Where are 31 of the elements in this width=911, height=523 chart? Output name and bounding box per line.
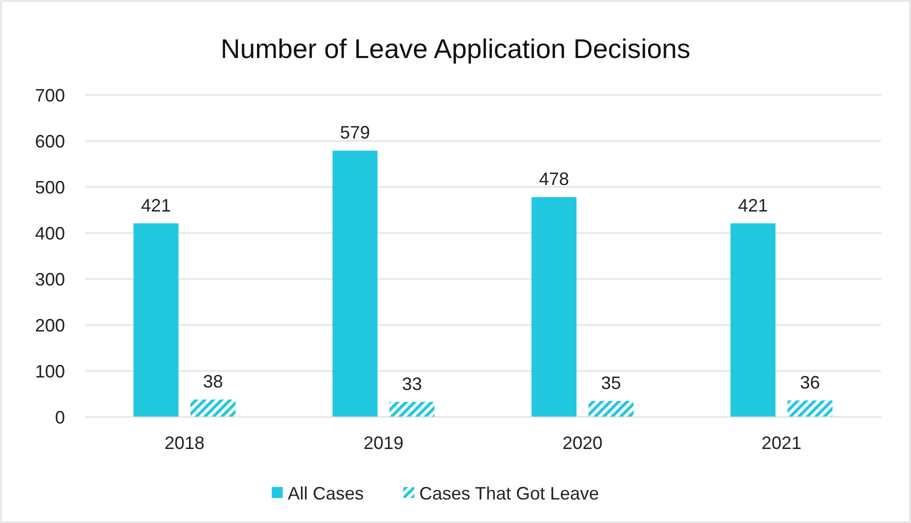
data-label: 421 [738,195,768,216]
y-tick-label: 300 [34,269,65,290]
x-tick-label: 2021 [761,433,802,453]
data-label: 421 [140,195,172,216]
y-tick-label: 700 [34,85,65,106]
bar [730,223,776,417]
bar [332,150,378,417]
x-tick-label: 2020 [562,433,603,453]
legend-label: Cases That Got Leave [419,483,600,504]
data-label: 38 [202,372,224,392]
y-tick-label: 600 [34,131,65,152]
data-label: 478 [538,169,570,190]
data-label: 579 [340,122,370,143]
bar [788,400,832,417]
x-tick-label: 2018 [164,433,205,453]
data-label: 33 [402,374,422,394]
data-label: 36 [800,372,820,392]
chart-title: Number of Leave Application Decisions [220,34,690,64]
y-tick-label: 500 [34,177,65,198]
y-tick-label: 400 [34,223,65,244]
bar [588,400,634,417]
data-label: 35 [600,372,622,393]
y-tick-label: 200 [34,315,65,336]
legend-label: All Cases [288,483,364,504]
y-tick-label: 100 [34,361,65,382]
y-tick-label: 0 [54,407,65,428]
bar [134,223,178,417]
bar [190,400,236,417]
bar [532,197,576,417]
x-tick-label: 2019 [363,433,404,453]
bar [390,402,434,417]
